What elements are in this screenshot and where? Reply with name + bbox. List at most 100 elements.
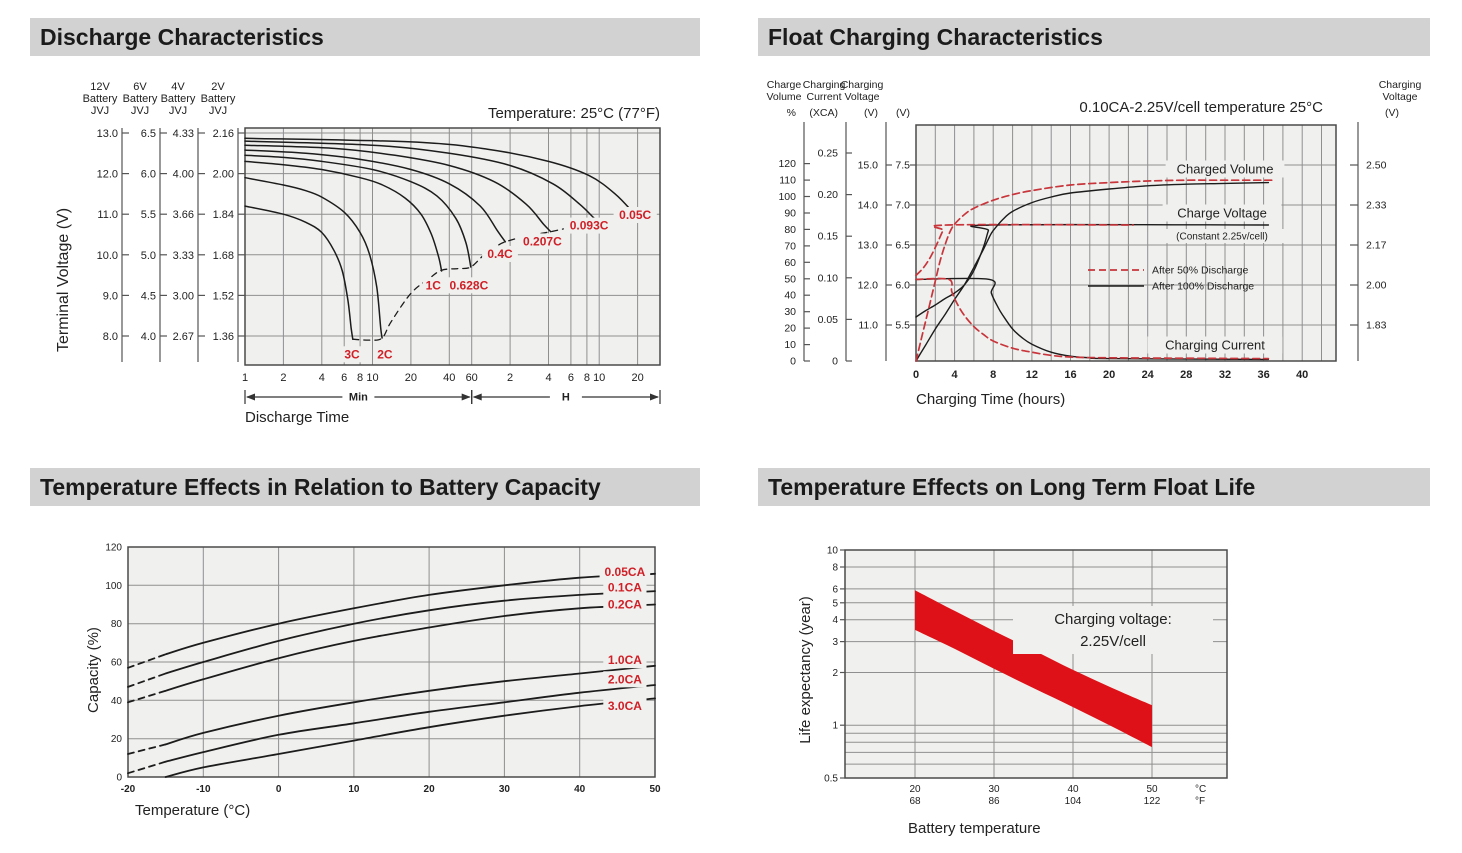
section-header-float-life: Temperature Effects on Long Term Float L… [758, 468, 1430, 506]
axis-header: Charging [1379, 79, 1422, 91]
scale-header: JVJ [131, 105, 149, 117]
y-tick-label: 3 [832, 637, 838, 648]
scale-tick-label: 3.00 [173, 290, 194, 302]
scale-tick-label: 2.67 [173, 331, 194, 343]
x-tick-fahrenheit: 68 [909, 796, 921, 807]
y-tick-label: 120 [105, 543, 122, 554]
section-header-temp-capacity: Temperature Effects in Relation to Batte… [30, 468, 700, 506]
scale-tick-label: 1.84 [213, 209, 234, 221]
y-tick-label: 6 [832, 584, 838, 595]
curve-2.0CA [164, 684, 656, 763]
scale-tick-label: 10.0 [97, 250, 118, 262]
y-tick-label: 40 [111, 696, 123, 707]
scale-tick-label: 2.00 [213, 169, 234, 181]
axis-tick-label: 6.5 [895, 240, 910, 252]
chart-title: 0.10CA-2.25V/cell temperature 25°C [1079, 99, 1323, 116]
x-tick-label: 8 [357, 372, 363, 384]
time-unit-label: Min [349, 392, 368, 404]
axis-tick-label: 7.0 [895, 200, 910, 212]
temperature-capacity-chart: 0 20 40 60 80 100 120 -20 -10 0 10 20 30 40 50 Capacity… [30, 520, 730, 850]
axis-header: Current [806, 91, 841, 103]
scale-header: Battery [201, 93, 236, 105]
label-bg [613, 207, 657, 223]
temp-capacity-chart-canvas: 0 20 40 60 80 100 120 -20 -10 0 10 20 30 40 50 Capacity… [85, 543, 661, 820]
label-bg [1147, 336, 1283, 354]
legend-label-50: After 50% Discharge [1152, 265, 1248, 277]
scale-tick-label: 13.0 [97, 128, 118, 140]
section-title: Temperature Effects in Relation to Batte… [40, 474, 601, 500]
y-axis-title: Capacity (%) [85, 627, 102, 713]
life-expectancy-band [915, 590, 1152, 748]
curve-charge-voltage-50 [915, 223, 1135, 277]
label-bg [422, 277, 444, 294]
arrowhead [461, 393, 471, 401]
x-tick-label: 32 [1219, 369, 1231, 381]
axis-tick-label: 1.83 [1366, 320, 1387, 332]
section-title: Temperature Effects on Long Term Float L… [768, 474, 1256, 500]
x-axis-title: Discharge Time [245, 409, 349, 426]
discharge-chart-canvas: 12VBatteryJVJ13.012.011.010.09.08.06VBat… [55, 81, 661, 426]
axis-unit: (V) [864, 107, 878, 119]
x-tick-label: 20 [405, 372, 417, 384]
constant-voltage-note: (Constant 2.25v/cell) [1176, 232, 1268, 243]
curve-1C [244, 160, 443, 272]
capacity-curves [127, 572, 656, 778]
axis-tick-label: 5.5 [895, 320, 910, 332]
scale-tick-label: 4.33 [173, 128, 194, 140]
legend-label-100: After 100% Discharge [1152, 281, 1254, 293]
axis-tick-label: 0.15 [818, 231, 839, 243]
x-tick-label: 0 [276, 784, 282, 795]
curve-label-0.093C: 0.093C [570, 219, 609, 233]
discharge-characteristics-chart: 12V Battery JVJ 13.0 12.0 11.0 10.0 9.0 8.0 6V Bat… [30, 70, 730, 465]
x-axis-title: Temperature (°C) [135, 802, 250, 819]
label-bg [603, 596, 647, 613]
axis-tick-label: 11.0 [858, 320, 878, 332]
x-tick-label: -10 [196, 784, 211, 795]
axis-tick-label: 6.0 [895, 280, 910, 292]
x-tick-label: 6 [568, 372, 574, 384]
y-tick-label: 5 [832, 598, 838, 609]
curve-1.0CA-cold-dashed [127, 743, 167, 755]
charging-current-label: Charging Current [1165, 338, 1265, 353]
curve-0.2CA [164, 603, 656, 692]
axis-tick-label: 100 [778, 191, 796, 203]
axis-header: Volume [766, 91, 801, 103]
axis-tick-label: 90 [784, 208, 796, 220]
plot-border [844, 549, 1228, 779]
label-bg [1162, 204, 1282, 222]
x-tick-label: 4 [545, 372, 551, 384]
plot-background [245, 128, 660, 365]
section-title: Float Charging Characteristics [768, 24, 1103, 50]
scale-tick-label: 6.5 [141, 128, 156, 140]
scale-header: 6V [133, 81, 147, 93]
plot-border [915, 124, 1337, 362]
axis-tick-label: 0.10 [818, 272, 839, 284]
axis-tick-label: 30 [784, 306, 796, 318]
curve-label-1C: 1C [426, 278, 442, 292]
scale-tick-label: 6.0 [141, 169, 156, 181]
axis-tick-label: 0.20 [818, 189, 839, 201]
x-tick-label: 4 [952, 369, 959, 381]
x-tick-label: 10 [366, 372, 378, 384]
label-bg [603, 652, 647, 669]
y-tick-label: 10 [827, 546, 839, 557]
x-tick-label: 40 [574, 784, 586, 795]
x-tick-celsius: 50 [1146, 784, 1158, 795]
scale-tick-label: 12.0 [97, 169, 118, 181]
scale-header: Battery [123, 93, 158, 105]
label-bg [482, 246, 518, 262]
x-axis-title: Battery temperature [908, 820, 1041, 837]
curve-0.093C [244, 140, 598, 221]
curve-2.0CA-cold-dashed [127, 760, 167, 775]
x-tick-label: 28 [1180, 369, 1192, 381]
x-tick-label: 40 [1296, 369, 1308, 381]
x-tick-label: 2 [507, 372, 513, 384]
label-bg [374, 346, 396, 363]
y-tick-label: 4 [832, 615, 838, 626]
scale-tick-label: 8.0 [103, 331, 118, 343]
temperature-note: Temperature: 25°C (77°F) [488, 105, 660, 122]
scale-tick-label: 3.66 [173, 209, 194, 221]
curve-1.0CA [164, 664, 656, 746]
